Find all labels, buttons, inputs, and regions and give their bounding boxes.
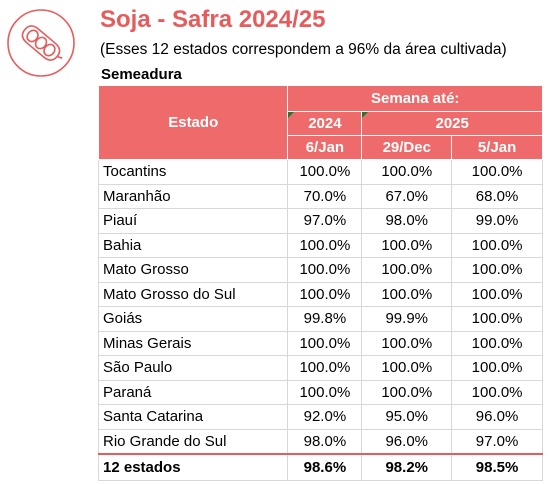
- value-2025-5jan: 96.0%: [451, 404, 543, 430]
- value-2024-6jan: 100.0%: [287, 281, 363, 307]
- table-row: Rio Grande do Sul 98.0% 96.0% 97.0%: [97, 428, 543, 455]
- value-2025-5jan: 100.0%: [451, 281, 543, 307]
- total-2024-6jan: 98.6%: [287, 453, 363, 481]
- table-row: São Paulo 100.0% 100.0% 100.0%: [97, 355, 543, 381]
- table-row: Bahia 100.0% 100.0% 100.0%: [97, 232, 543, 258]
- value-2025-5jan: 99.0%: [451, 208, 543, 234]
- table-row: Piauí 97.0% 98.0% 99.0%: [97, 208, 543, 234]
- value-2025-29dec: 100.0%: [361, 257, 453, 283]
- state-cell: Paraná: [97, 379, 289, 405]
- value-2024-6jan: 70.0%: [287, 183, 363, 209]
- header-date-3: 5/Jan: [451, 135, 543, 160]
- value-2025-29dec: 100.0%: [361, 232, 453, 258]
- value-2025-5jan: 100.0%: [451, 306, 543, 332]
- value-2024-6jan: 97.0%: [287, 208, 363, 234]
- state-cell: Goiás: [97, 306, 289, 332]
- total-row: 12 estados 98.6% 98.2% 98.5%: [97, 453, 543, 481]
- value-2024-6jan: 92.0%: [287, 404, 363, 430]
- state-cell: Mato Grosso: [97, 257, 289, 283]
- value-2024-6jan: 100.0%: [287, 232, 363, 258]
- header-date-2: 29/Dec: [361, 135, 453, 160]
- table-row: Tocantins 100.0% 100.0% 100.0%: [97, 159, 543, 185]
- state-cell: São Paulo: [97, 355, 289, 381]
- comment-indicator: [288, 112, 295, 118]
- header-year-2025: 2025: [361, 111, 543, 136]
- value-2025-29dec: 100.0%: [361, 159, 453, 185]
- value-2025-29dec: 100.0%: [361, 330, 453, 356]
- state-cell: Piauí: [97, 208, 289, 234]
- table-row: Mato Grosso do Sul 100.0% 100.0% 100.0%: [97, 281, 543, 307]
- value-2024-6jan: 99.8%: [287, 306, 363, 332]
- value-2025-29dec: 99.9%: [361, 306, 453, 332]
- state-cell: Tocantins: [97, 159, 289, 185]
- header-year-2024: 2024: [287, 111, 363, 136]
- value-2024-6jan: 98.0%: [287, 428, 363, 455]
- state-cell: Maranhão: [97, 183, 289, 209]
- state-cell: Santa Catarina: [97, 404, 289, 430]
- value-2024-6jan: 100.0%: [287, 379, 363, 405]
- state-cell: Mato Grosso do Sul: [97, 281, 289, 307]
- value-2025-5jan: 100.0%: [451, 159, 543, 185]
- page-title: Soja - Safra 2024/25: [100, 6, 326, 33]
- table-row: Goiás 99.8% 99.9% 100.0%: [97, 306, 543, 332]
- state-cell: Bahia: [97, 232, 289, 258]
- value-2025-29dec: 98.0%: [361, 208, 453, 234]
- total-2025-5jan: 98.5%: [451, 453, 543, 481]
- value-2024-6jan: 100.0%: [287, 257, 363, 283]
- comment-indicator: [362, 112, 369, 118]
- value-2025-5jan: 100.0%: [451, 257, 543, 283]
- value-2025-5jan: 97.0%: [451, 428, 543, 455]
- state-cell: Rio Grande do Sul: [97, 428, 289, 455]
- total-2025-29dec: 98.2%: [361, 453, 453, 481]
- value-2025-29dec: 100.0%: [361, 379, 453, 405]
- value-2025-5jan: 100.0%: [451, 232, 543, 258]
- value-2025-5jan: 68.0%: [451, 183, 543, 209]
- table-row: Mato Grosso 100.0% 100.0% 100.0%: [97, 257, 543, 283]
- table-row: Minas Gerais 100.0% 100.0% 100.0%: [97, 330, 543, 356]
- value-2025-29dec: 67.0%: [361, 183, 453, 209]
- value-2025-29dec: 100.0%: [361, 281, 453, 307]
- value-2024-6jan: 100.0%: [287, 159, 363, 185]
- value-2024-6jan: 100.0%: [287, 330, 363, 356]
- header-date-1: 6/Jan: [287, 135, 363, 160]
- value-2025-5jan: 100.0%: [451, 330, 543, 356]
- table-row: Paraná 100.0% 100.0% 100.0%: [97, 379, 543, 405]
- value-2025-5jan: 100.0%: [451, 355, 543, 381]
- value-2025-29dec: 100.0%: [361, 355, 453, 381]
- table-row: Maranhão 70.0% 67.0% 68.0%: [97, 183, 543, 209]
- value-2025-5jan: 100.0%: [451, 379, 543, 405]
- total-label: 12 estados: [97, 453, 289, 481]
- value-2024-6jan: 100.0%: [287, 355, 363, 381]
- section-label: Semeadura: [101, 66, 182, 83]
- value-2025-29dec: 95.0%: [361, 404, 453, 430]
- state-cell: Minas Gerais: [97, 330, 289, 356]
- table-row: Santa Catarina 92.0% 95.0% 96.0%: [97, 404, 543, 430]
- header-week-until: Semana até:: [287, 85, 543, 112]
- subtitle: (Esses 12 estados correspondem a 96% da …: [100, 41, 507, 58]
- planting-table: Estado Semana até: 2024 2025 6/Jan 29/De…: [97, 85, 543, 481]
- value-2025-29dec: 96.0%: [361, 428, 453, 455]
- soybean-pod-icon: [7, 9, 75, 77]
- header-estado: Estado: [97, 85, 289, 160]
